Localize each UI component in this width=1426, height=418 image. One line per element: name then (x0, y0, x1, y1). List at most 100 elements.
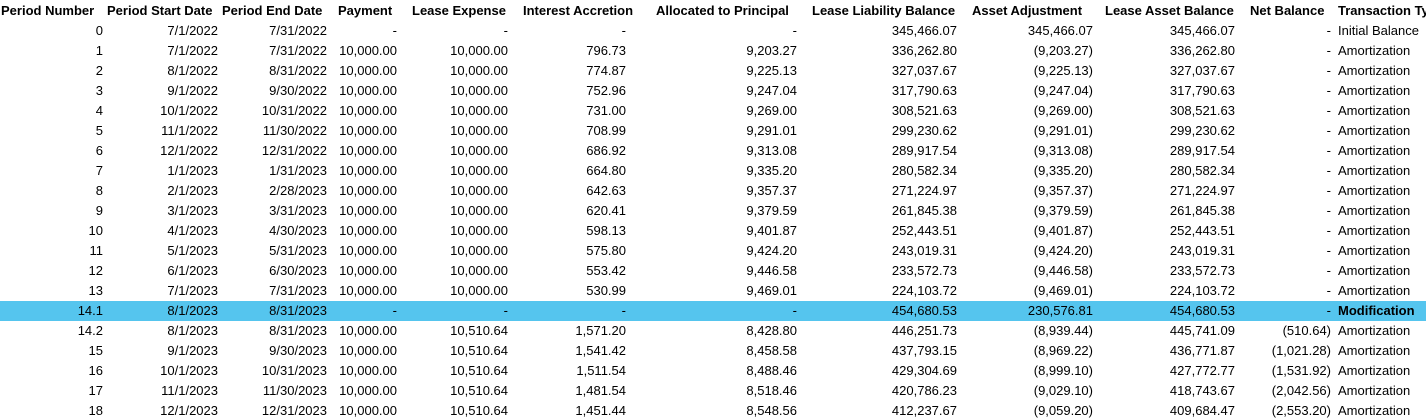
cell-lease-asset-balance[interactable]: 409,684.47 (1169, 403, 1235, 418)
cell-lease-expense[interactable]: 10,510.64 (450, 363, 508, 378)
cell-lease-expense[interactable]: 10,000.00 (450, 203, 508, 218)
cell-interest-accretion[interactable]: 620.41 (586, 203, 626, 218)
header-asset-adjustment[interactable]: Asset Adjustment (972, 3, 1083, 18)
header-period-end-date[interactable]: Period End Date (222, 3, 323, 18)
cell-payment[interactable]: 10,000.00 (339, 383, 397, 398)
cell-lease-liability-balance[interactable]: 412,237.67 (891, 403, 957, 418)
cell-lease-liability-balance[interactable]: 454,680.53 (891, 303, 957, 318)
cell-lease-liability-balance[interactable]: 233,572.73 (891, 263, 957, 278)
cell-transaction-type[interactable]: Amortization (1338, 383, 1411, 398)
cell-payment[interactable]: 10,000.00 (339, 263, 397, 278)
cell-period-number[interactable]: 16 (88, 363, 103, 378)
cell-period-number[interactable]: 0 (95, 23, 103, 38)
cell-period-number[interactable]: 4 (95, 103, 103, 118)
cell-interest-accretion[interactable]: 553.42 (586, 263, 626, 278)
cell-interest-accretion[interactable]: 642.63 (586, 183, 626, 198)
cell-interest-accretion[interactable]: 731.00 (586, 103, 626, 118)
cell-period-number[interactable]: 1 (95, 43, 103, 58)
cell-lease-liability-balance[interactable]: 289,917.54 (891, 143, 957, 158)
table-row[interactable]: 7 1/1/2023 1/31/2023 10,000.00 10,000.00 664.… (0, 161, 1426, 181)
cell-payment[interactable]: 10,000.00 (339, 63, 397, 78)
cell-transaction-type[interactable]: Amortization (1338, 83, 1411, 98)
cell-transaction-type[interactable]: Amortization (1338, 363, 1411, 378)
cell-period-start-date[interactable]: 10/1/2022 (160, 103, 218, 118)
header-lease-asset-balance[interactable]: Lease Asset Balance (1105, 3, 1234, 18)
cell-payment[interactable]: 10,000.00 (339, 83, 397, 98)
cell-allocated-to-principal[interactable]: 9,379.59 (746, 203, 797, 218)
cell-transaction-type[interactable]: Amortization (1338, 263, 1411, 278)
cell-payment[interactable]: 10,000.00 (339, 343, 397, 358)
cell-lease-expense[interactable]: 10,000.00 (450, 223, 508, 238)
cell-transaction-type[interactable]: Amortization (1338, 183, 1411, 198)
cell-allocated-to-principal[interactable]: 9,313.08 (746, 143, 797, 158)
cell-interest-accretion[interactable]: 686.92 (586, 143, 626, 158)
cell-asset-adjustment[interactable]: (9,269.00) (1033, 103, 1093, 118)
cell-lease-liability-balance[interactable]: 429,304.69 (891, 363, 957, 378)
cell-lease-asset-balance[interactable]: 280,582.34 (1169, 163, 1235, 178)
cell-lease-asset-balance[interactable]: 336,262.80 (1169, 43, 1235, 58)
cell-period-start-date[interactable]: 7/1/2022 (167, 43, 218, 58)
cell-lease-liability-balance[interactable]: 420,786.23 (891, 383, 957, 398)
cell-period-end-date[interactable]: 12/31/2023 (261, 403, 327, 418)
cell-transaction-type[interactable]: Amortization (1338, 63, 1411, 78)
cell-net-balance[interactable]: - (1326, 143, 1331, 158)
cell-payment[interactable]: 10,000.00 (339, 123, 397, 138)
cell-period-end-date[interactable]: 9/30/2023 (269, 343, 327, 358)
cell-net-balance[interactable]: - (1326, 183, 1331, 198)
table-row[interactable]: 13 7/1/2023 7/31/2023 10,000.00 10,000.00 530… (0, 281, 1426, 301)
cell-transaction-type[interactable]: Amortization (1338, 323, 1411, 338)
cell-net-balance[interactable]: - (1326, 283, 1331, 298)
table-row[interactable]: 1 7/1/2022 7/31/2022 10,000.00 10,000.00 796.… (0, 41, 1426, 61)
cell-payment[interactable]: - (392, 23, 397, 38)
cell-period-start-date[interactable]: 9/1/2023 (167, 343, 218, 358)
cell-period-end-date[interactable]: 9/30/2022 (269, 83, 327, 98)
cell-lease-expense[interactable]: 10,000.00 (450, 143, 508, 158)
cell-payment[interactable]: 10,000.00 (339, 323, 397, 338)
cell-net-balance[interactable]: - (1326, 263, 1331, 278)
cell-net-balance[interactable]: - (1326, 303, 1331, 318)
cell-asset-adjustment[interactable]: (8,999.10) (1033, 363, 1093, 378)
table-row[interactable]: 17 11/1/2023 11/30/2023 10,000.00 10,510.64 1… (0, 381, 1426, 401)
cell-period-start-date[interactable]: 3/1/2023 (167, 203, 218, 218)
cell-allocated-to-principal[interactable]: 8,548.56 (746, 403, 797, 418)
cell-asset-adjustment[interactable]: 345,466.07 (1027, 23, 1093, 38)
cell-lease-asset-balance[interactable]: 418,743.67 (1169, 383, 1235, 398)
cell-period-end-date[interactable]: 10/31/2023 (261, 363, 327, 378)
cell-period-number[interactable]: 3 (95, 83, 103, 98)
cell-asset-adjustment[interactable]: (9,247.04) (1033, 83, 1093, 98)
cell-payment[interactable]: 10,000.00 (339, 43, 397, 58)
header-net-balance[interactable]: Net Balance (1250, 3, 1325, 18)
cell-payment[interactable]: - (392, 303, 397, 318)
cell-lease-expense[interactable]: 10,000.00 (450, 163, 508, 178)
cell-payment[interactable]: 10,000.00 (339, 243, 397, 258)
cell-period-start-date[interactable]: 11/1/2023 (161, 383, 218, 398)
cell-transaction-type[interactable]: Modification (1338, 303, 1415, 318)
cell-allocated-to-principal[interactable]: - (792, 23, 797, 38)
cell-period-number[interactable]: 8 (95, 183, 103, 198)
cell-net-balance[interactable]: - (1326, 103, 1331, 118)
cell-period-end-date[interactable]: 8/31/2022 (269, 63, 327, 78)
table-row[interactable]: 0 7/1/2022 7/31/2022 - - - - 345,466.07 345,466.… (0, 21, 1426, 41)
header-period-start-date[interactable]: Period Start Date (107, 3, 213, 18)
cell-lease-asset-balance[interactable]: 243,019.31 (1169, 243, 1235, 258)
cell-lease-asset-balance[interactable]: 261,845.38 (1169, 203, 1235, 218)
cell-allocated-to-principal[interactable]: 9,225.13 (746, 63, 797, 78)
cell-period-number[interactable]: 15 (88, 343, 103, 358)
cell-asset-adjustment[interactable]: (9,313.08) (1033, 143, 1093, 158)
cell-lease-expense[interactable]: 10,000.00 (450, 43, 508, 58)
cell-period-end-date[interactable]: 5/31/2023 (269, 243, 327, 258)
cell-allocated-to-principal[interactable]: 9,401.87 (746, 223, 797, 238)
cell-period-end-date[interactable]: 11/30/2022 (262, 123, 327, 138)
cell-asset-adjustment[interactable]: (9,469.01) (1033, 283, 1093, 298)
cell-net-balance[interactable]: - (1326, 223, 1331, 238)
cell-asset-adjustment[interactable]: (9,225.13) (1033, 63, 1093, 78)
cell-net-balance[interactable]: - (1326, 203, 1331, 218)
cell-net-balance[interactable]: - (1326, 23, 1331, 38)
cell-period-start-date[interactable]: 8/1/2022 (167, 63, 218, 78)
cell-asset-adjustment[interactable]: 230,576.81 (1027, 303, 1093, 318)
table-row[interactable]: 11 5/1/2023 5/31/2023 10,000.00 10,000.00 575… (0, 241, 1426, 261)
cell-lease-expense[interactable]: 10,000.00 (450, 243, 508, 258)
cell-asset-adjustment[interactable]: (9,291.01) (1033, 123, 1093, 138)
cell-transaction-type[interactable]: Amortization (1338, 343, 1411, 358)
cell-net-balance[interactable]: (510.64) (1282, 323, 1331, 338)
